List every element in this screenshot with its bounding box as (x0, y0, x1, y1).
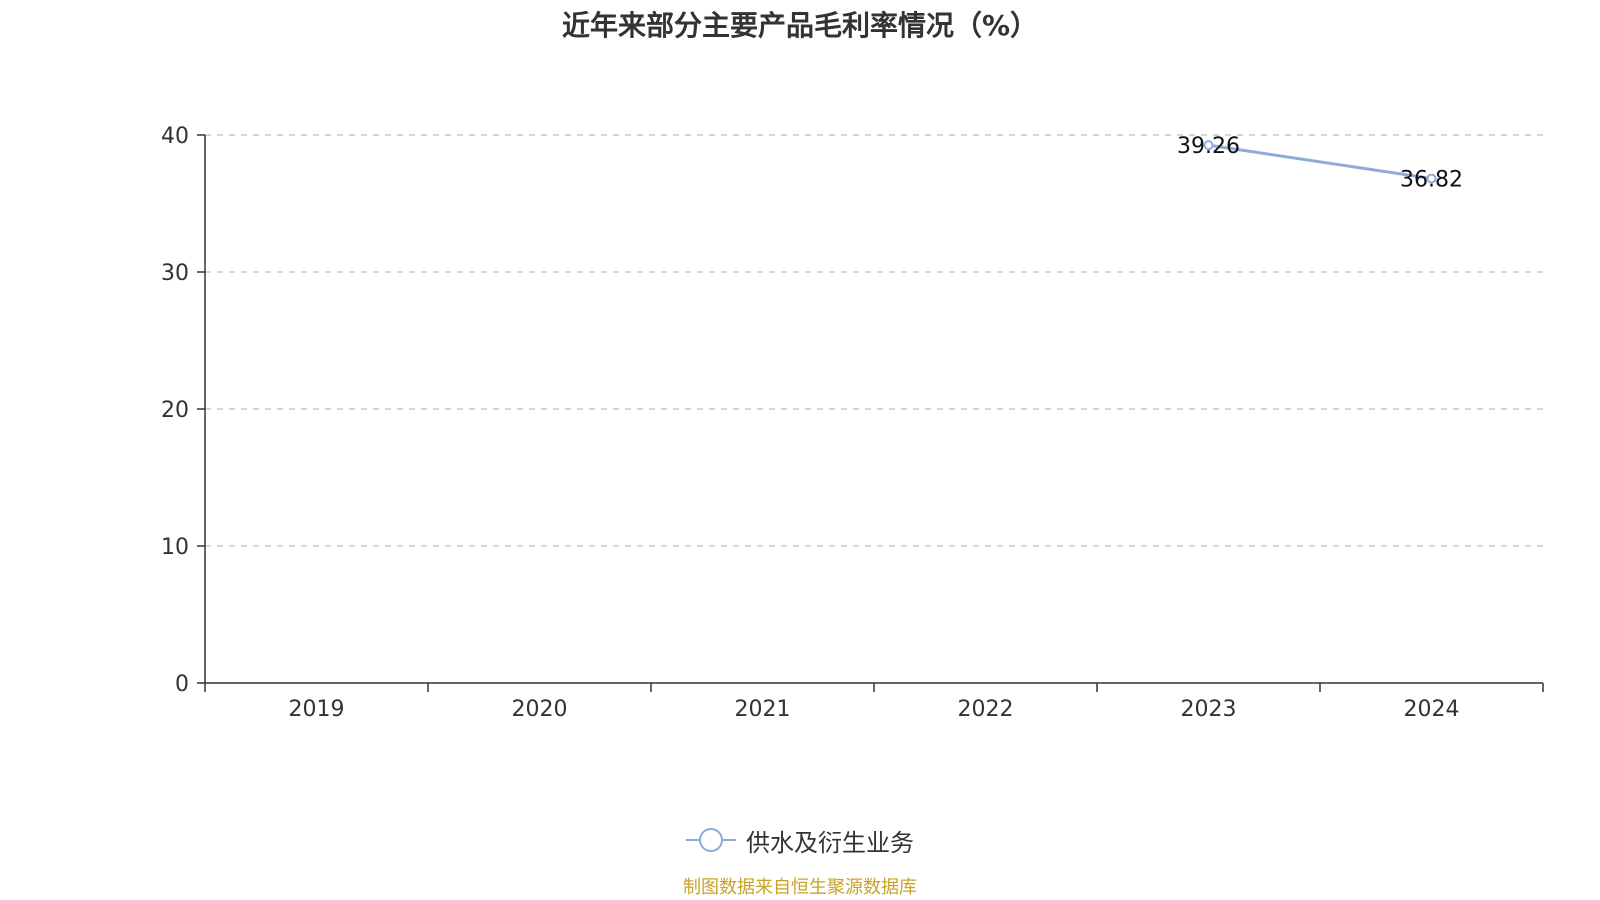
y-tick-label: 20 (161, 398, 189, 423)
x-tick-label: 2022 (958, 697, 1014, 722)
y-tick-label: 40 (161, 124, 189, 149)
x-tick-label: 2021 (735, 697, 791, 722)
x-tick-label: 2019 (289, 697, 345, 722)
y-tick-label: 10 (161, 535, 189, 560)
legend[interactable]: 供水及衍生业务 (0, 820, 1600, 860)
source-note: 制图数据来自恒生聚源数据库 (683, 877, 917, 898)
series-layer: 39.26 36.82 (1177, 134, 1463, 192)
legend-label: 供水及衍生业务 (746, 828, 914, 857)
chart-title: 近年来部分主要产品毛利率情况（%） (561, 9, 1039, 42)
legend-swatch-icon (686, 826, 736, 854)
series-line (1208, 143, 1432, 181)
axes: 0 10 20 30 40 2019 2020 2021 2022 2023 2024 (161, 124, 1544, 722)
data-label: 39.26 (1177, 134, 1240, 159)
x-tick-label: 2023 (1181, 697, 1237, 722)
y-tick-label: 0 (175, 672, 189, 697)
data-label: 36.82 (1400, 168, 1463, 193)
x-tick-label: 2020 (512, 697, 568, 722)
data-point (1203, 140, 1214, 151)
grid-lines (205, 134, 1543, 547)
data-point (1426, 173, 1437, 184)
x-tick-label: 2024 (1404, 697, 1460, 722)
y-tick-label: 30 (161, 261, 189, 286)
